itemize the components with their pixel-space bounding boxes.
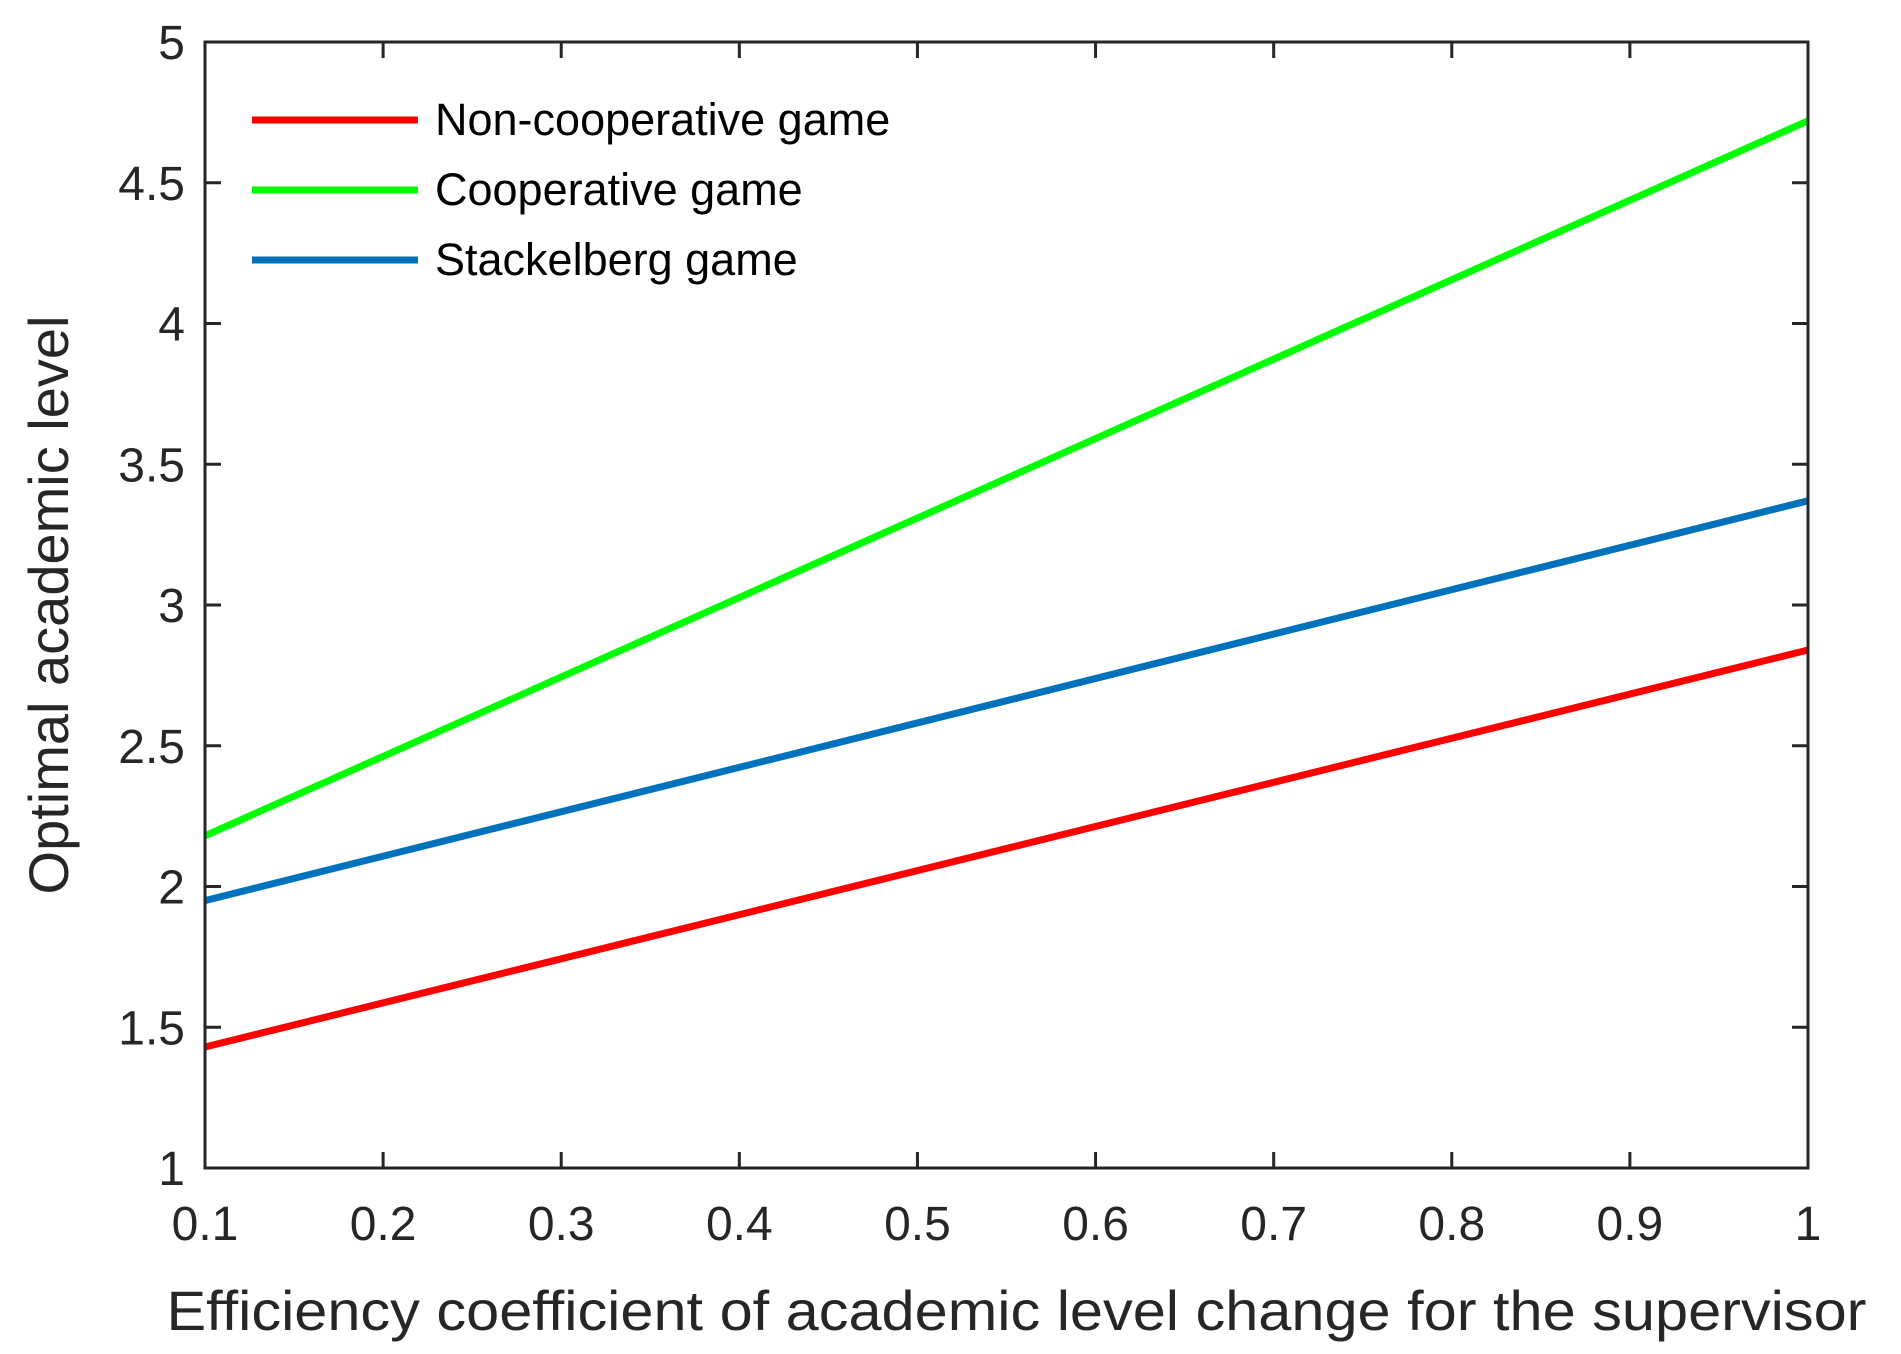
x-tick-label: 1 bbox=[1795, 1198, 1822, 1251]
y-axis-title: Optimal academic level bbox=[17, 316, 80, 895]
y-tick-label: 3.5 bbox=[118, 439, 185, 492]
x-tick-label: 0.7 bbox=[1240, 1198, 1307, 1251]
y-tick-labels: 1 1.5 2 2.5 3 3.5 4 4.5 5 bbox=[118, 17, 185, 1196]
legend-label-1: Non-cooperative game bbox=[435, 94, 890, 145]
series-line-1 bbox=[204, 646, 1809, 1051]
series-layer bbox=[203, 117, 1810, 1051]
x-tick-label: 0.3 bbox=[528, 1198, 595, 1251]
y-tick-label: 2.5 bbox=[118, 721, 185, 774]
x-tick-labels: 0.1 0.2 0.3 0.4 0.5 0.6 0.7 0.8 0.9 1 bbox=[172, 1198, 1822, 1251]
legend-label-3: Stackelberg game bbox=[435, 234, 798, 285]
y-tick-label: 4 bbox=[158, 299, 185, 352]
series-line-3 bbox=[204, 497, 1809, 904]
axis-ticks bbox=[203, 40, 1810, 1170]
y-tick-label: 3 bbox=[158, 580, 185, 633]
x-tick-label: 0.8 bbox=[1418, 1198, 1485, 1251]
x-tick-label: 0.4 bbox=[706, 1198, 773, 1251]
x-tick-label: 0.9 bbox=[1597, 1198, 1664, 1251]
y-tick-label: 4.5 bbox=[118, 158, 185, 211]
x-tick-label: 0.5 bbox=[884, 1198, 951, 1251]
y-tick-label: 5 bbox=[158, 17, 185, 70]
series-line-2 bbox=[203, 117, 1810, 839]
y-tick-label: 2 bbox=[158, 862, 185, 915]
x-axis-title: Efficiency coefficient of academic level… bbox=[167, 1279, 1867, 1342]
y-tick-label: 1 bbox=[158, 1143, 185, 1196]
x-tick-label: 0.1 bbox=[172, 1198, 239, 1251]
legend-label-2: Cooperative game bbox=[435, 164, 803, 215]
y-tick-label: 1.5 bbox=[118, 1002, 185, 1055]
x-tick-label: 0.2 bbox=[350, 1198, 417, 1251]
x-tick-label: 0.6 bbox=[1062, 1198, 1129, 1251]
legend: Non-cooperative game Cooperative game Stac… bbox=[252, 94, 890, 285]
